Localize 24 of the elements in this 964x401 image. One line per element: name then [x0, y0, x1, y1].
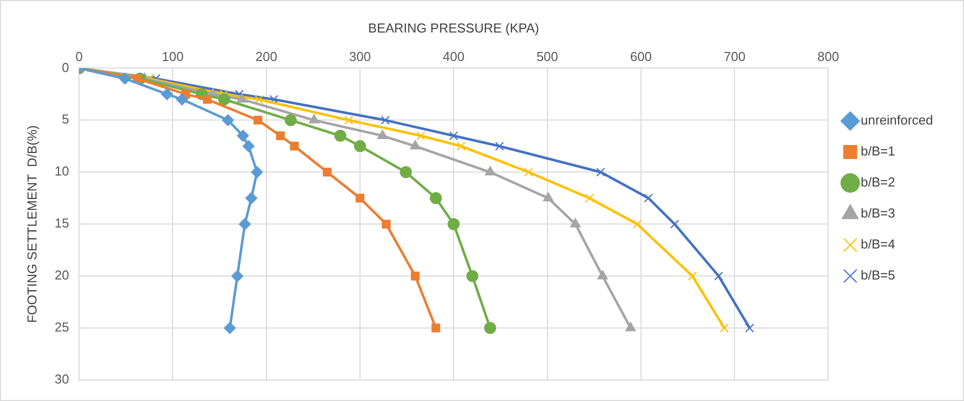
- x-tick-label: 400: [442, 48, 464, 64]
- legend-label: unreinforced: [860, 112, 934, 128]
- x-tick-label: 200: [256, 48, 278, 64]
- y-tick-label: 10: [54, 164, 70, 179]
- legend-label: b/B=2: [860, 174, 896, 190]
- x-tick-label: 300: [349, 48, 371, 64]
- x-tick-label: 100: [162, 48, 184, 64]
- x-tick-label: 800: [817, 48, 840, 64]
- y-tick-label: 25: [54, 320, 70, 335]
- legend-label: b/B=1: [860, 144, 896, 159]
- x-tick-label: 700: [724, 48, 746, 64]
- x-tick-label: 500: [536, 48, 558, 64]
- y-tick-label: 0: [62, 60, 70, 75]
- legend-label: b/B=4: [860, 236, 896, 252]
- y-tick-label: 30: [54, 372, 70, 387]
- legend-label: b/B=5: [860, 268, 896, 283]
- y-tick-label: 5: [62, 112, 70, 127]
- x-tick-label: 0: [75, 48, 83, 64]
- x-axis-title: BEARING PRESSURE (KPA): [368, 20, 540, 36]
- y-tick-label: 20: [54, 268, 70, 283]
- y-axis-title: FOOTING SETTLEMENT D/B(%): [24, 125, 40, 323]
- x-tick-label: 600: [630, 48, 652, 64]
- legend-label: b/B=3: [860, 206, 896, 221]
- y-tick-label: 15: [54, 216, 70, 231]
